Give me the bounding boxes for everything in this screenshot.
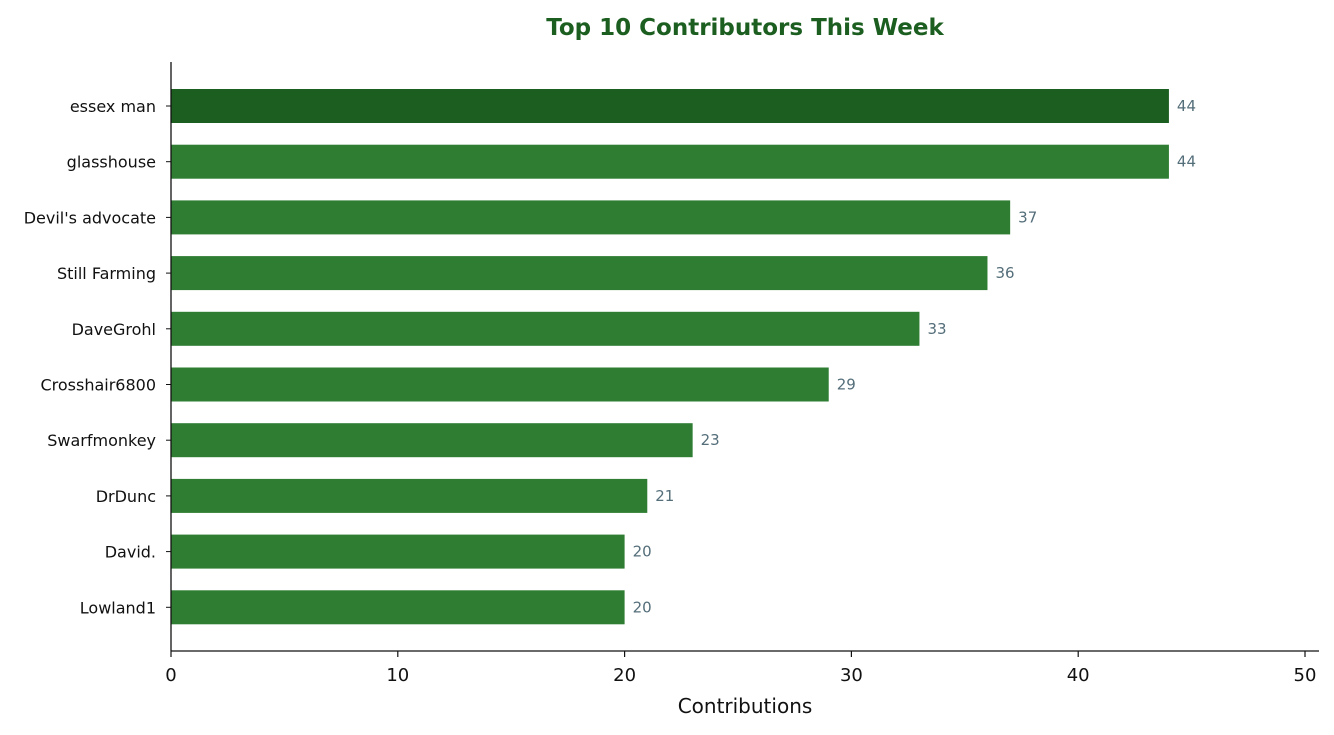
x-tick-label-1: 10 bbox=[386, 665, 409, 686]
category-label-4: DaveGrohl bbox=[72, 320, 156, 339]
value-label-0: 44 bbox=[1177, 97, 1196, 115]
x-ticks-layer: 0 10 20 30 40 50 bbox=[165, 651, 1316, 686]
value-label-8: 20 bbox=[633, 543, 652, 561]
bar-4 bbox=[171, 311, 920, 346]
bar-8 bbox=[171, 534, 625, 569]
value-label-3: 36 bbox=[995, 264, 1014, 282]
category-labels-layer: essex man glasshouse Devil's advocate Still… bbox=[24, 97, 171, 617]
category-label-9: Lowland1 bbox=[80, 598, 156, 617]
category-label-8: David. bbox=[105, 543, 156, 562]
bar-6 bbox=[171, 423, 693, 458]
x-tick-label-0: 0 bbox=[165, 665, 176, 686]
x-tick-label-5: 50 bbox=[1294, 665, 1317, 686]
bar-3 bbox=[171, 256, 988, 291]
bar-7 bbox=[171, 478, 648, 513]
value-label-4: 33 bbox=[927, 320, 946, 338]
category-label-6: Swarfmonkey bbox=[47, 431, 156, 450]
x-tick-label-2: 20 bbox=[613, 665, 636, 686]
category-label-2: Devil's advocate bbox=[24, 208, 156, 227]
value-labels-layer: 44 44 37 36 33 29 23 21 20 20 bbox=[633, 97, 1196, 616]
chart-title: Top 10 Contributors This Week bbox=[546, 15, 944, 41]
x-axis-title: Contributions bbox=[678, 694, 813, 718]
bar-0 bbox=[171, 89, 1169, 123]
x-tick-label-4: 40 bbox=[1067, 665, 1090, 686]
category-label-1: glasshouse bbox=[67, 153, 156, 172]
value-label-9: 20 bbox=[633, 598, 652, 616]
value-label-7: 21 bbox=[655, 487, 674, 505]
bars-layer bbox=[171, 89, 1169, 625]
value-label-6: 23 bbox=[701, 431, 720, 449]
value-label-5: 29 bbox=[837, 376, 856, 394]
category-label-3: Still Farming bbox=[57, 264, 156, 283]
value-label-1: 44 bbox=[1177, 153, 1196, 171]
x-tick-label-3: 30 bbox=[840, 665, 863, 686]
bar-9 bbox=[171, 590, 625, 625]
category-label-7: DrDunc bbox=[96, 487, 156, 506]
bar-5 bbox=[171, 367, 829, 402]
bar-1 bbox=[171, 144, 1169, 179]
value-label-2: 37 bbox=[1018, 208, 1037, 226]
bar-2 bbox=[171, 200, 1011, 235]
category-label-5: Crosshair6800 bbox=[40, 376, 156, 395]
category-label-0: essex man bbox=[70, 97, 156, 116]
